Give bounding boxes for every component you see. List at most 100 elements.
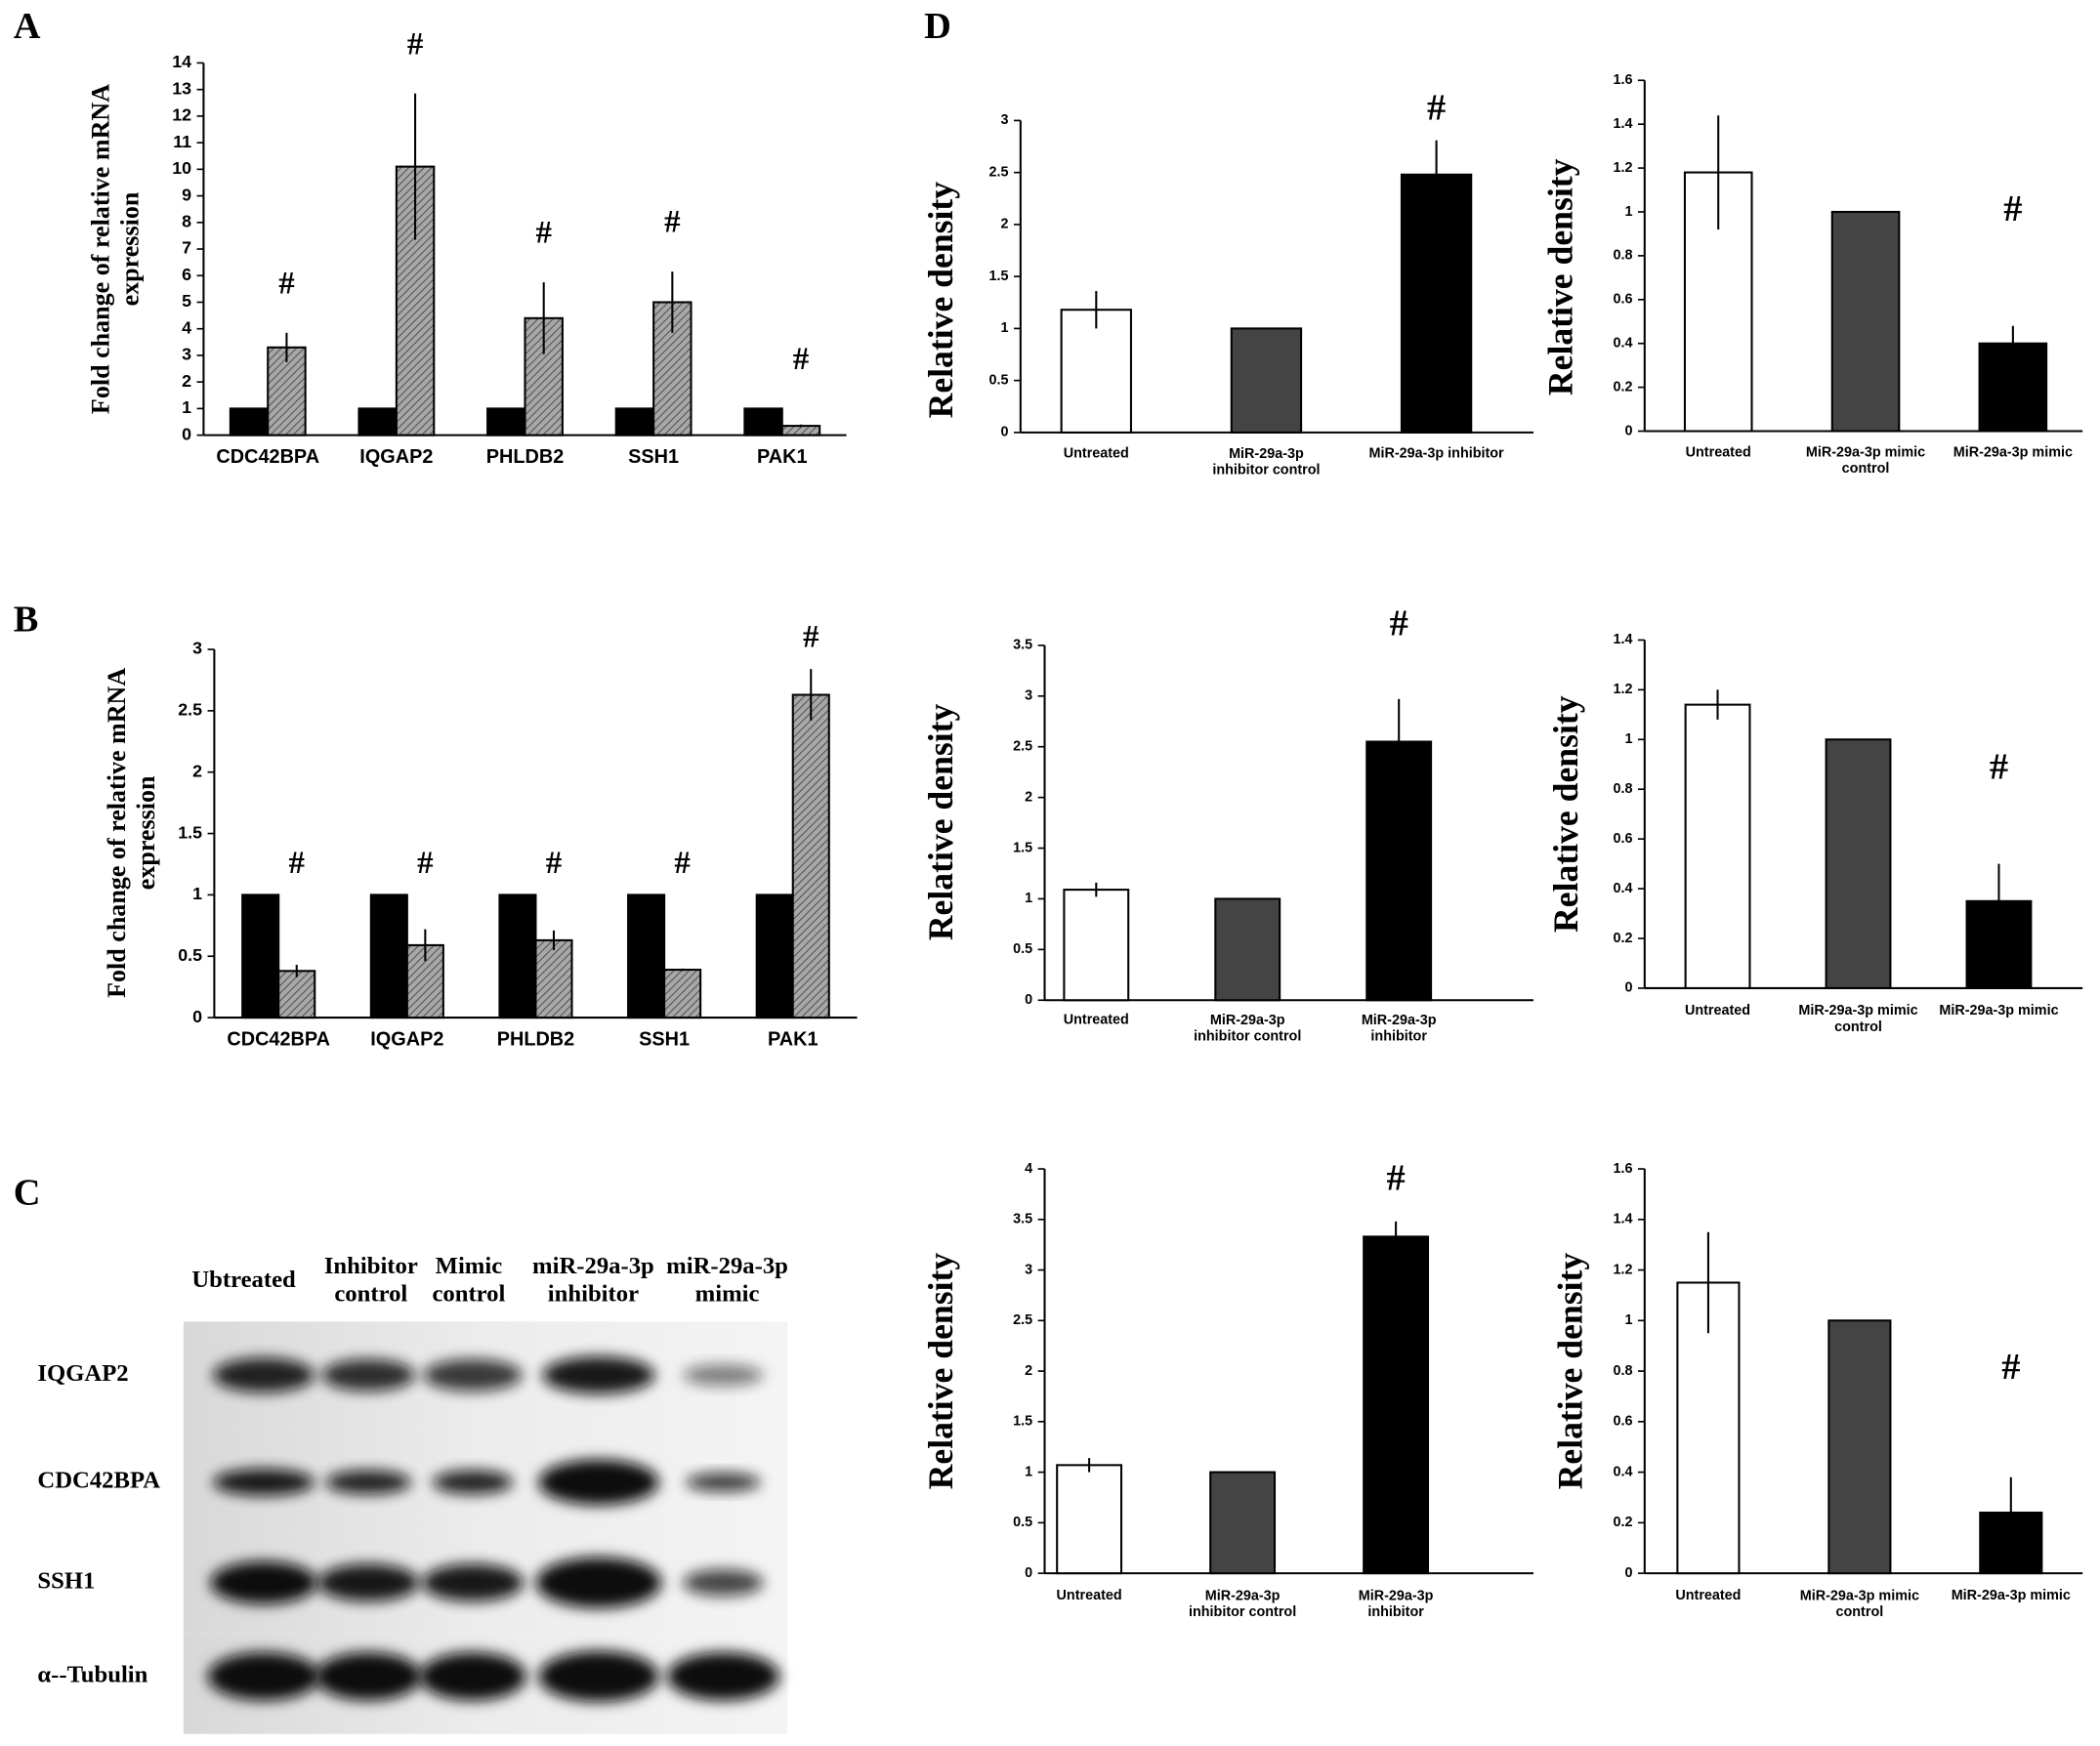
blot-band: [316, 1563, 420, 1601]
blot-band: [666, 1652, 780, 1701]
significance-mark: #: [1427, 87, 1446, 128]
blot-band: [535, 1557, 662, 1608]
x-tick-label: PHLDB2: [486, 446, 565, 468]
significance-mark: #: [803, 620, 819, 655]
y-tick-label: 0: [1025, 1565, 1032, 1581]
x-tick-label: MiR-29a-3p inhibitor control: [1194, 1013, 1301, 1045]
bar: [1056, 1464, 1123, 1575]
text-line: mimic: [695, 1280, 760, 1307]
y-tick-label: 3: [192, 639, 202, 658]
text-line: MiR-29a-3p: [1229, 446, 1304, 462]
y-tick-label: 1.6: [1613, 72, 1632, 88]
bar: [1214, 897, 1281, 1002]
bar: [755, 894, 794, 1019]
y-tick-label: 2.5: [1013, 739, 1032, 755]
y-tick-label: 1: [1624, 731, 1632, 747]
x-tick-label: MiR-29a-3p mimic control: [1800, 1588, 1919, 1620]
x-tick-label: MiR-29a-3p inhibitor: [1359, 1588, 1434, 1620]
y-axis-label: Relative density: [1546, 695, 1585, 933]
y-tick-label: 0: [1624, 423, 1632, 438]
bar: [277, 970, 316, 1019]
bar: [241, 894, 280, 1019]
text-line: inhibitor control: [1194, 1028, 1301, 1044]
y-tick-label: 1.5: [989, 269, 1009, 284]
y-tick-label: 2.5: [178, 700, 202, 720]
text-line: inhibitor: [1367, 1604, 1424, 1620]
y-tick-label: 0.2: [1613, 931, 1632, 946]
significance-mark: #: [2001, 1347, 2020, 1388]
blot-band: [432, 1470, 514, 1495]
lane-label: Ubtreated: [191, 1267, 296, 1293]
y-axis-label: Fold change of relative mRNAexpression: [87, 84, 145, 414]
y-tick-label: 1: [182, 397, 191, 417]
text-line: MiR-29a-3p mimic: [1798, 1003, 1917, 1018]
y-tick-label: 0.4: [1613, 1464, 1632, 1479]
bar: [627, 894, 666, 1019]
x-tick-label: PAK1: [757, 446, 808, 468]
significance-mark: #: [407, 26, 424, 62]
y-tick-label: 3.5: [1013, 638, 1032, 653]
blot-band: [538, 1650, 659, 1702]
x-tick-label: MiR-29a-3p mimic: [1939, 1003, 2058, 1018]
text-line: inhibitor: [548, 1280, 639, 1307]
blot-band: [213, 1357, 315, 1393]
bar: [534, 938, 573, 1019]
y-tick-label: 0.2: [1613, 379, 1632, 395]
text-line: control: [334, 1280, 407, 1307]
lane-label: miR-29a-3p mimic: [666, 1253, 788, 1307]
text-line: MiR-29a-3p: [1205, 1588, 1281, 1603]
row-label: CDC42BPA: [37, 1468, 160, 1494]
y-axis-label: Relative density: [921, 703, 960, 940]
significance-mark: #: [288, 846, 305, 881]
y-tick-label: 10: [172, 158, 191, 178]
blot-band: [683, 1364, 764, 1387]
x-tick-label: MiR-29a-3p inhibitor control: [1189, 1588, 1296, 1620]
x-tick-label: CDC42BPA: [216, 446, 319, 468]
blot-band: [538, 1459, 659, 1506]
significance-mark: #: [664, 205, 681, 240]
significance-mark: #: [546, 846, 563, 881]
text-line: control: [432, 1280, 505, 1307]
y-tick-label: 1: [1000, 320, 1008, 336]
y-axis-label: Relative density: [921, 182, 960, 419]
y-tick-label: 1.6: [1613, 1161, 1632, 1177]
y-tick-label: 0.5: [989, 372, 1009, 388]
y-tick-label: 14: [172, 52, 191, 71]
y-axis-label: Relative density: [1541, 158, 1580, 395]
y-tick-label: 4: [182, 317, 191, 337]
y-tick-label: 5: [182, 291, 191, 311]
x-tick-label: Untreated: [1686, 444, 1751, 460]
text-line: Inhibitor: [324, 1253, 418, 1279]
bar: [1365, 740, 1433, 1002]
y-tick-label: 12: [172, 105, 191, 125]
y-tick-label: 0: [192, 1007, 202, 1026]
y-tick-label: 1.5: [1013, 1414, 1032, 1430]
x-tick-label: MiR-29a-3p inhibitor control: [1212, 446, 1320, 478]
y-tick-label: 0: [1025, 992, 1032, 1008]
text-line: Fold change of relative mRNA: [87, 84, 115, 414]
y-tick-label: 3.5: [1013, 1212, 1032, 1227]
x-tick-label: SSH1: [628, 446, 679, 468]
x-tick-label: MiR-29a-3p inhibitor: [1368, 446, 1504, 462]
y-tick-label: 3: [1025, 688, 1032, 704]
bar: [663, 969, 702, 1019]
panel-label: D: [924, 6, 951, 47]
significance-mark: #: [1387, 1158, 1406, 1199]
bar: [614, 407, 655, 436]
y-tick-label: 1: [1624, 1312, 1632, 1328]
y-tick-label: 0: [182, 424, 191, 443]
y-tick-label: 0: [1000, 425, 1008, 440]
bar: [1684, 703, 1751, 989]
lane-label: Mimic control: [432, 1253, 505, 1307]
y-axis-label: Relative density: [1550, 1253, 1589, 1490]
bar: [1400, 173, 1473, 434]
blot-band: [686, 1473, 761, 1492]
blot-band: [321, 1358, 416, 1392]
y-tick-label: 3: [182, 345, 191, 364]
y-tick-label: 0.5: [1013, 941, 1032, 957]
significance-mark: #: [2003, 188, 2022, 229]
x-tick-label: Untreated: [1685, 1003, 1750, 1018]
blot-band: [315, 1652, 422, 1701]
y-tick-label: 0.2: [1613, 1515, 1632, 1530]
lane-label: Inhibitor control: [324, 1253, 418, 1307]
